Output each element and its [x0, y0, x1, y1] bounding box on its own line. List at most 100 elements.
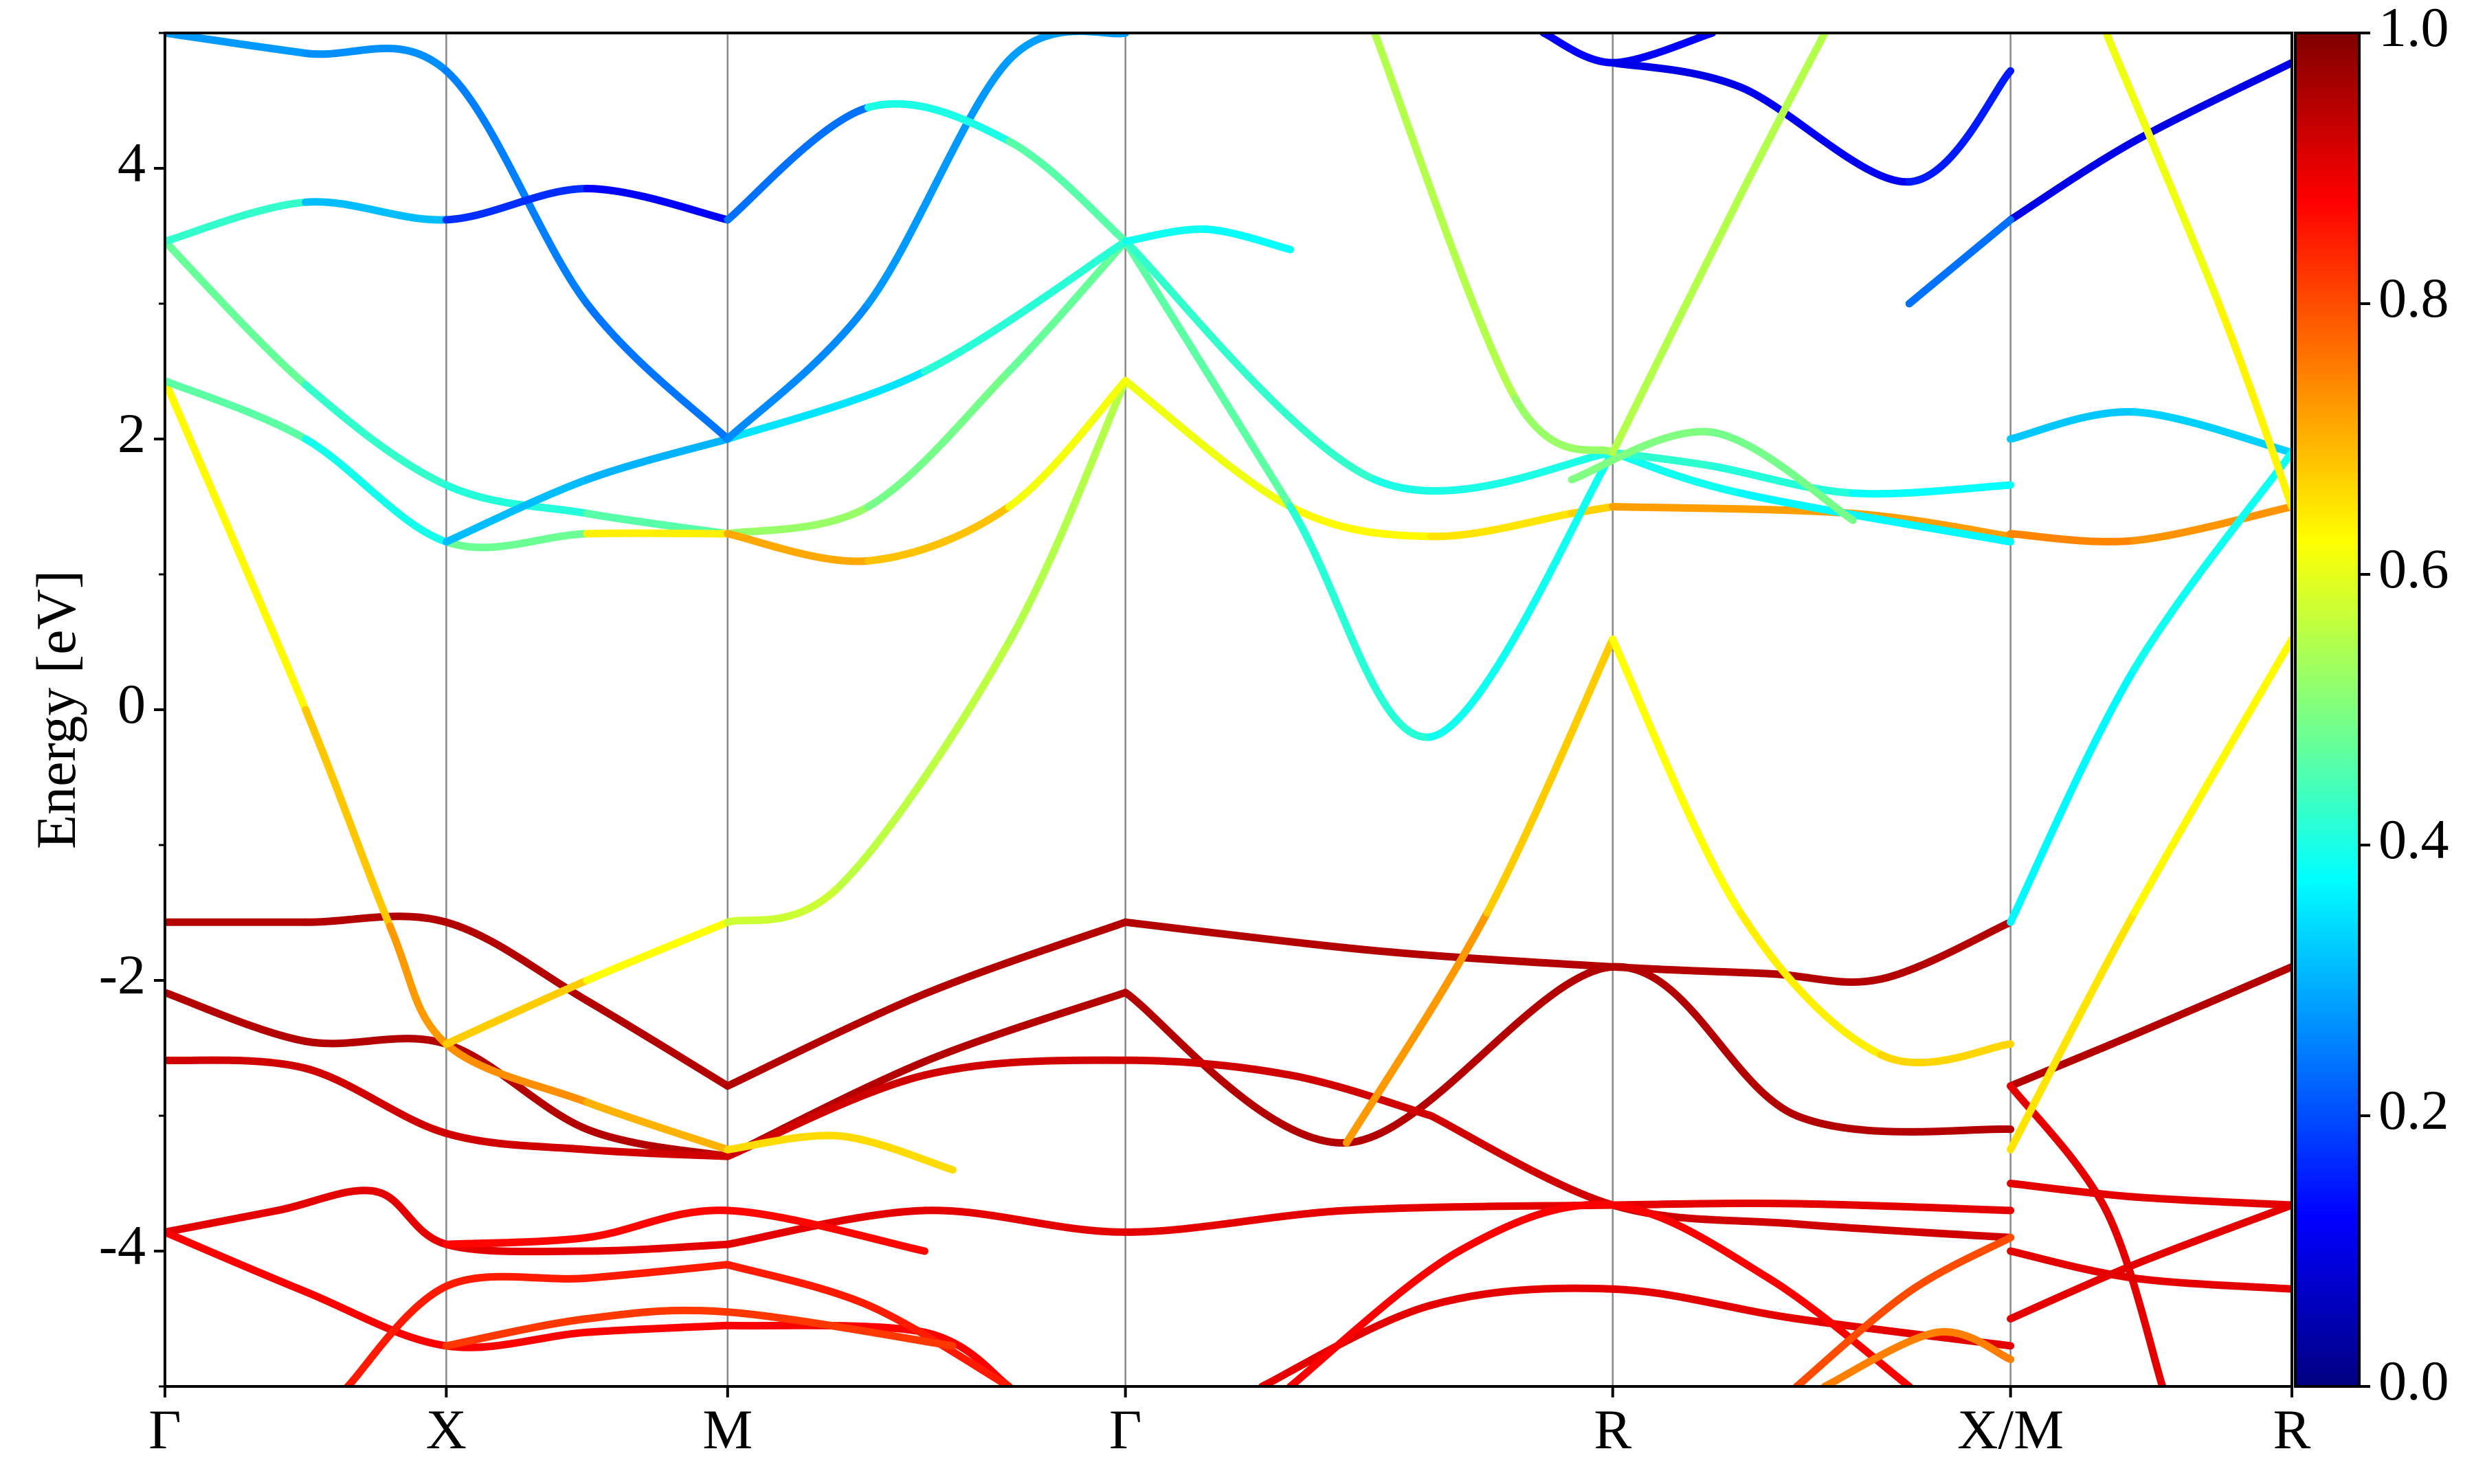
band-segment: [1286, 1071, 1435, 1120]
band-segment: [165, 198, 310, 245]
band-segment: [302, 1064, 450, 1138]
band-segment: [724, 1206, 928, 1255]
band-segment: [442, 530, 591, 552]
band-segment: [920, 918, 1130, 998]
band-segment: [442, 1040, 591, 1106]
band-segment: [1122, 918, 1379, 955]
y-tick-label: 0: [118, 673, 146, 735]
band-segment: [1793, 1112, 2015, 1136]
band-segment: [274, 1187, 380, 1215]
band-segment: [2007, 909, 2139, 1154]
band-segment: [1455, 1200, 1617, 1255]
band-segment: [583, 185, 732, 224]
band-segment: [1793, 1220, 2015, 1241]
band-segment: [344, 1282, 450, 1386]
band-segment: [724, 368, 928, 443]
band-segment: [1609, 191, 1745, 457]
band-segment: [2102, 33, 2223, 308]
band-segment: [920, 989, 1130, 1066]
x-tick-label: R: [1594, 1398, 1631, 1461]
band-segment: [1609, 963, 1801, 1120]
band-segment: [1122, 237, 1295, 510]
y-tick-label: 4: [118, 131, 146, 194]
band-segment: [724, 1132, 844, 1154]
band-segment: [583, 1261, 732, 1282]
band-segment: [2007, 407, 2139, 443]
band-segment: [1539, 33, 1617, 67]
band-segment: [836, 1132, 957, 1174]
band-segment: [583, 997, 732, 1090]
colorbar-tick-label: 0.4: [2378, 808, 2449, 870]
band-segment: [1342, 909, 1491, 1147]
band-segment: [1609, 1200, 1801, 1209]
band-segment: [1609, 636, 1745, 917]
band-segment: [2130, 963, 2292, 1039]
band-segment: [836, 638, 1013, 890]
band-lines: [165, 33, 2292, 1386]
band-segment: [1286, 503, 1435, 741]
band-segment: [2007, 1261, 2139, 1323]
x-tick-label: X: [426, 1398, 467, 1461]
colorbar-axis: 0.0 0.2 0.4 0.6 0.8 1.0: [2359, 0, 2449, 1412]
band-segment: [302, 435, 450, 546]
band-segment: [1737, 33, 1829, 199]
band-segment: [165, 237, 310, 389]
band-segment: [1708, 462, 1857, 497]
x-tick-label: X/M: [1957, 1398, 2064, 1461]
band-segment: [1905, 67, 2015, 186]
band-segment: [2130, 1193, 2292, 1209]
band-segment: [1737, 909, 1885, 1059]
band-segment: [583, 435, 732, 484]
x-axis: Γ X M Γ R X/M R: [148, 1386, 2311, 1461]
band-segment: [1568, 427, 1717, 484]
band-segment: [865, 503, 1013, 565]
band-segment: [2130, 408, 2292, 457]
band-segment: [442, 481, 591, 517]
band-segment: [1511, 394, 1617, 457]
band-segment: [1820, 1328, 1941, 1386]
x-tick-label: R: [2273, 1398, 2311, 1461]
band-segment: [1370, 947, 1617, 971]
colorbar-tick-label: 0.0: [2378, 1349, 2449, 1412]
band-segment: [165, 376, 310, 714]
band-segment: [442, 1233, 591, 1248]
band-segment: [1427, 1112, 1617, 1209]
y-tick-label: -4: [99, 1214, 146, 1277]
band-segment: [386, 922, 450, 1048]
band-segment: [165, 33, 310, 57]
band-segment: [2130, 503, 2292, 545]
band-segment: [1202, 225, 1295, 254]
band-segment: [442, 1315, 591, 1350]
band-segment: [442, 1040, 591, 1134]
band-segment: [920, 1206, 1130, 1236]
band-segment: [1286, 1247, 1463, 1386]
band-segment: [302, 381, 450, 489]
high-symmetry-lines: [445, 33, 2011, 1386]
band-segment: [302, 1035, 450, 1048]
band-segment: [1370, 33, 1519, 403]
band-segment: [583, 918, 732, 985]
band-segment: [1427, 449, 1617, 741]
band-segment: [2130, 636, 2292, 917]
band-segment: [1609, 33, 1717, 67]
band-segment: [2130, 1274, 2292, 1293]
band-segment: [1005, 137, 1130, 245]
band-segment: [865, 56, 1013, 308]
band-segment: [1609, 1285, 1801, 1323]
band-segment: [372, 1187, 450, 1248]
band-segment: [302, 912, 450, 926]
colorbar-tick-label: 0.6: [2378, 537, 2449, 600]
band-segment: [302, 44, 450, 75]
band-segment: [2007, 1180, 2139, 1201]
band-segment: [442, 185, 591, 224]
band-segment: [1737, 489, 2015, 546]
band-segment: [724, 530, 872, 565]
band-segment: [1877, 918, 2015, 983]
band-segment: [1708, 428, 1857, 524]
y-tick-label: 2: [118, 402, 146, 464]
band-segment: [1609, 1201, 1772, 1282]
band-segment: [442, 475, 591, 546]
band-segment: [920, 237, 1130, 375]
band-segment: [1370, 449, 1617, 495]
